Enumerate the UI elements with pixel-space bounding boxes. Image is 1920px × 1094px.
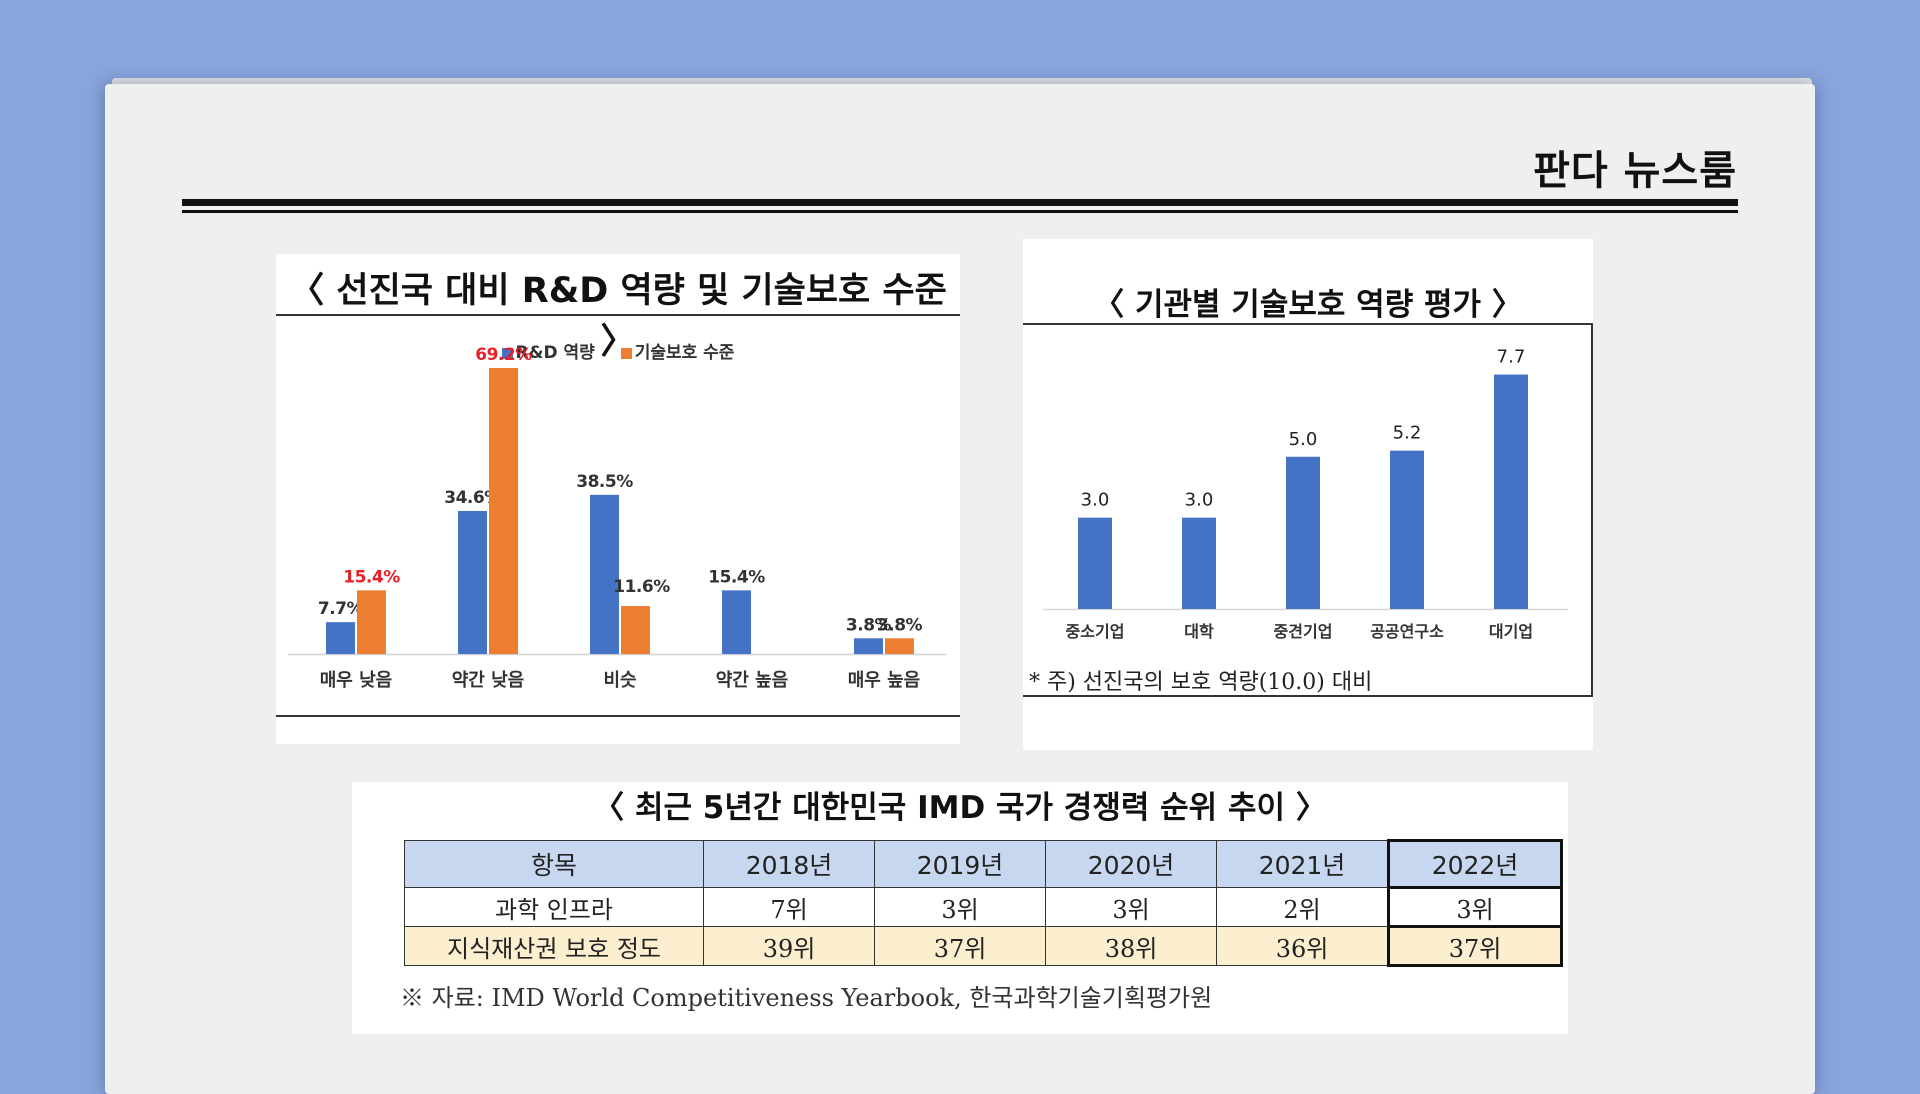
table-cell: 38위 [1045,926,1217,966]
institution-value-label-0: 3.0 [1081,490,1110,511]
rd-category-label-1: 약간 낮음 [452,669,525,691]
institution-bar-4 [1494,374,1528,609]
rd-bar-tech-1 [489,367,518,654]
institution-value-label-2: 5.0 [1289,429,1318,450]
table-cell: 3위 [1387,886,1563,928]
institution-value-label-3: 5.2 [1393,423,1422,444]
imd-ranking-table: 항목 2018년 2019년 2020년 2021년 2022년 과학 인프라 … [404,839,1563,967]
institution-category-label-4: 대기업 [1489,622,1533,641]
rd-capacity-chart-panel: 〈 선진국 대비 R&D 역량 및 기술보호 수준 〉 R&D 역량 기술보호 … [276,254,960,744]
rd-bar-tech-0 [357,590,386,654]
header-rule-thin [182,210,1738,213]
table-cell: 3위 [874,887,1046,927]
institution-category-label-2: 중견기업 [1274,622,1333,641]
legend-swatch-tech [620,347,632,359]
rd-value-label-tech-1: 69.2% [475,345,532,365]
table-header-2020: 2020년 [1045,840,1217,888]
rd-value-label-tech-0: 15.4% [343,567,400,587]
rd-category-label-3: 약간 높음 [716,669,789,691]
rd-value-label-tech-4: 3.8% [877,615,923,635]
table-source-note: ※ 자료: IMD World Competitiveness Yearbook… [400,984,1213,1012]
institution-category-label-0: 중소기업 [1066,622,1125,641]
rd-chart-legend: R&D 역량 기술보호 수준 [276,338,960,363]
legend-swatch-rd [501,347,513,359]
rd-chart-plot: 7.7% 15.4% 매우 낮음 34.6% 69.2% 약간 낮음 38.5% 11.6% 비… [288,345,946,691]
rd-value-label-rd-4: 3.8% [846,615,892,635]
table-header-2018: 2018년 [703,840,875,888]
rd-value-label-rd-3: 15.4% [708,567,765,587]
legend-item-tech: 기술보호 수준 [620,343,735,363]
institution-value-label-1: 3.0 [1185,490,1214,511]
brand-title: 판다 뉴스룸 [1533,148,1737,194]
table-row: 지식재산권 보호 정도 39위 37위 38위 36위 37위 [404,925,1563,967]
legend-label-tech: 기술보호 수준 [634,343,735,363]
table-header-item: 항목 [404,840,704,888]
rd-bar-rd-4 [854,638,883,654]
table-cell: 37위 [874,926,1046,966]
institution-chart-title: 〈 기관별 기술보호 역량 평가 〉 [1093,287,1523,323]
table-cell: 39위 [703,926,875,966]
rd-value-label-rd-2: 38.5% [576,472,633,492]
rd-category-label-2: 비슷 [603,670,636,691]
rd-chart-bottom-rule [276,715,960,717]
institution-chart-panel: 〈 기관별 기술보호 역량 평가 〉 3.0 중소기업 3.0 대학 5.0 중견기업 5.… [1023,239,1593,750]
table-cell-label: 지식재산권 보호 정도 [404,926,704,966]
institution-chart-bottom-rule [1023,695,1593,697]
header-rule-thick [182,199,1738,206]
institution-chart-note: * 주) 선진국의 보호 역량(10.0) 대비 [1029,670,1373,695]
rd-bar-rd-2 [590,494,619,654]
rd-bar-tech-4 [885,638,914,654]
table-cell: 2위 [1216,887,1389,927]
legend-item-rd: R&D 역량 [501,343,595,363]
rd-bar-tech-2 [621,606,650,654]
institution-category-label-1: 대학 [1184,622,1214,641]
table-cell: 36위 [1216,926,1389,966]
rd-bar-rd-1 [458,510,487,654]
table-header-row: 항목 2018년 2019년 2020년 2021년 2022년 [404,839,1563,889]
institution-bar-2 [1286,456,1320,609]
rd-chart-title-rule [276,314,960,316]
institution-bar-3 [1390,450,1424,609]
institution-chart-right-border [1591,323,1593,697]
imd-table-title: 〈 최근 5년간 대한민국 IMD 국가 경쟁력 순위 추이 〉 [593,790,1327,826]
table-cell: 3위 [1045,887,1217,927]
institution-chart-plot: 3.0 중소기업 3.0 대학 5.0 중견기업 5.2 공공연구소 7.7 대기업 [1043,347,1568,641]
rd-category-label-0: 매우 낮음 [320,670,393,691]
rd-bar-rd-3 [722,590,751,654]
rd-value-label-rd-1: 34.6% [444,488,501,508]
institution-value-label-4: 7.7 [1497,347,1526,368]
rd-value-label-tech-2: 11.6% [613,577,670,597]
rd-chart-title: 〈 선진국 대비 R&D 역량 및 기술보호 수준 〉 [289,271,947,362]
table-cell-label: 과학 인프라 [404,887,704,927]
institution-bar-0 [1078,517,1112,609]
table-header-2022: 2022년 [1387,839,1563,889]
institution-chart-title-rule [1023,323,1593,325]
table-row: 과학 인프라 7위 3위 3위 2위 3위 [404,886,1563,928]
imd-table-panel: 〈 최근 5년간 대한민국 IMD 국가 경쟁력 순위 추이 〉 항목 2018… [352,782,1568,1034]
rd-value-label-rd-0: 7.7% [318,599,364,619]
table-header-2019: 2019년 [874,840,1046,888]
table-cell: 37위 [1387,925,1563,967]
legend-label-rd: R&D 역량 [515,343,595,363]
table-header-2021: 2021년 [1216,840,1389,888]
table-cell: 7위 [703,887,875,927]
institution-bar-1 [1182,517,1216,609]
rd-category-label-4: 매우 높음 [848,670,921,691]
institution-category-label-3: 공공연구소 [1370,622,1444,641]
rd-bar-rd-0 [326,622,355,654]
